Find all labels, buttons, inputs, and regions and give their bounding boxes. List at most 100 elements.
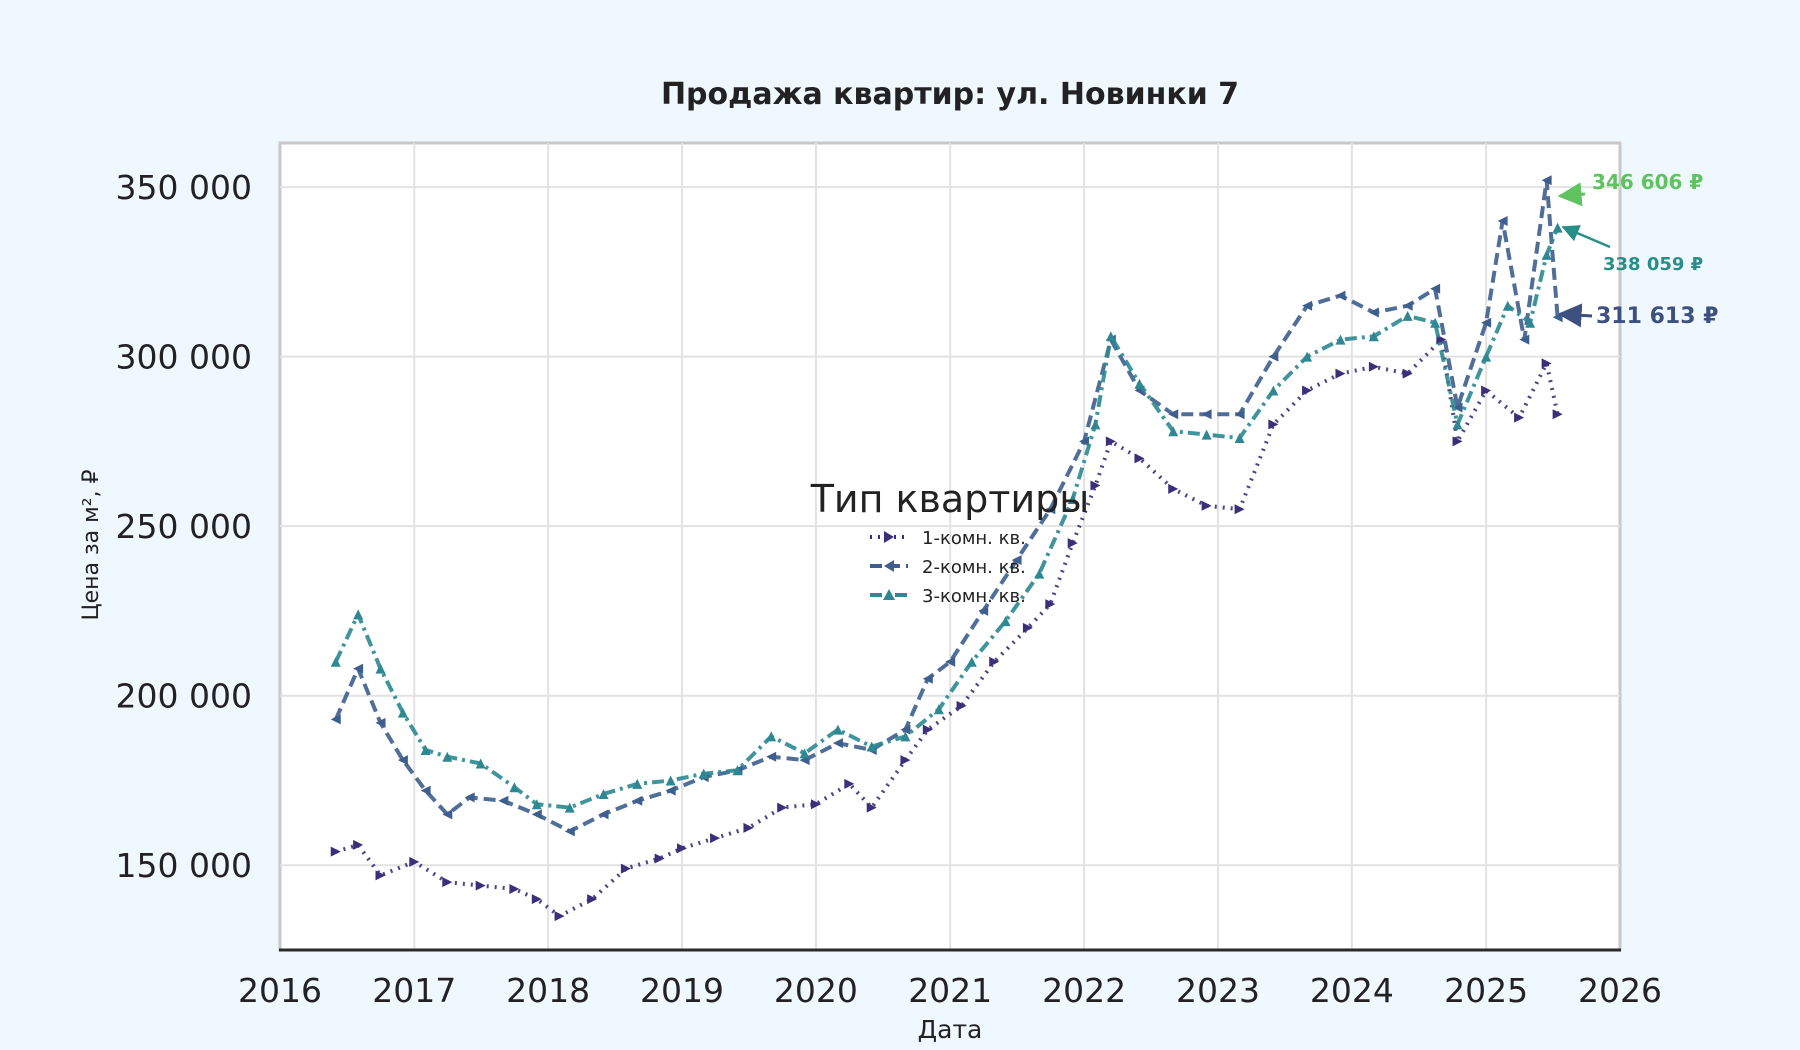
data-point-3-36: [1402, 310, 1413, 321]
data-point-1-12: [654, 853, 665, 864]
data-point-2-5: [420, 785, 431, 796]
data-point-2-24: [1011, 555, 1022, 566]
data-point-1-5: [442, 877, 453, 888]
data-point-2-12: [632, 795, 643, 806]
data-point-1-8: [531, 894, 542, 905]
data-point-3-39: [1481, 351, 1492, 362]
data-point-3-34: [1335, 334, 1346, 345]
data-point-1-10: [587, 894, 598, 905]
data-point-1-43: [1552, 409, 1563, 420]
data-point-3-43: [1552, 222, 1563, 233]
data-point-1-19: [866, 802, 877, 813]
y-tick-label-250000: 250 000: [116, 507, 252, 546]
data-point-1-16: [777, 802, 788, 813]
data-point-2-31: [1234, 409, 1245, 420]
data-point-1-34: [1302, 385, 1313, 396]
grid: [280, 143, 1620, 950]
data-point-1-14: [710, 833, 721, 844]
data-point-1-22: [956, 700, 967, 711]
data-point-2-29: [1168, 409, 1179, 420]
data-point-2-36: [1402, 300, 1413, 311]
series-3: [330, 222, 1563, 813]
data-point-2-3: [375, 717, 386, 728]
data-point-3-3: [375, 663, 386, 674]
data-point-3-5: [420, 744, 431, 755]
annotations: 346 606 ₽ 338 059 ₽ 311 613 ₽: [1557, 170, 1718, 329]
annotation-label-1: 346 606 ₽: [1592, 170, 1703, 194]
data-point-3-19: [866, 741, 877, 752]
data-point-2-35: [1368, 307, 1379, 318]
y-ticks: 150 000 200 000 250 000 300 000 350 000: [116, 168, 252, 885]
data-point-2-13: [665, 785, 676, 796]
data-point-1-3: [375, 870, 386, 881]
chart-title: Продажа квартир: ул. Новинки 7: [661, 77, 1239, 112]
data-point-2-30: [1201, 409, 1212, 420]
data-point-2-40: [1497, 215, 1508, 226]
data-point-1-24: [1022, 622, 1033, 633]
data-point-1-20: [900, 755, 911, 766]
legend-marker-2: [884, 560, 894, 572]
x-ticks: 2016 2017 2018 2019 2020 2021 2022 2023 2024 2025…: [238, 971, 1662, 1010]
data-point-3-38: [1452, 419, 1463, 430]
data-point-1-9: [554, 911, 565, 922]
legend-title: Тип квартиры: [810, 477, 1090, 521]
series-layer: [330, 175, 1563, 922]
data-point-3-23: [1000, 616, 1011, 627]
x-tick-label-2023: 2023: [1176, 971, 1260, 1010]
data-point-2-23: [978, 605, 989, 616]
data-point-1-39: [1452, 436, 1463, 447]
data-point-1-26: [1067, 538, 1078, 549]
data-point-3-33: [1302, 351, 1313, 362]
data-point-3-11: [598, 789, 609, 800]
x-tick-label-2022: 2022: [1042, 971, 1126, 1010]
data-point-1-11: [620, 863, 631, 874]
data-point-3-10: [564, 802, 575, 813]
y-tick-label-300000: 300 000: [116, 338, 252, 377]
data-point-3-8: [509, 782, 520, 793]
data-point-2-22: [945, 656, 956, 667]
data-point-1-37: [1402, 368, 1413, 379]
data-point-2-32: [1268, 351, 1279, 362]
data-point-3-12: [632, 778, 643, 789]
data-point-2-26: [1079, 436, 1090, 447]
data-point-3-40: [1502, 300, 1513, 311]
x-tick-label-2019: 2019: [640, 971, 724, 1010]
series-2: [330, 175, 1563, 837]
data-point-1-13: [677, 843, 688, 854]
data-point-3-26: [1090, 419, 1101, 430]
data-point-2-18: [832, 738, 843, 749]
y-tick-label-200000: 200 000: [116, 677, 252, 716]
data-point-3-13: [665, 775, 676, 786]
data-point-1-1: [330, 846, 341, 857]
data-point-2-8: [498, 795, 509, 806]
data-point-2-1: [330, 714, 341, 725]
data-point-1-33: [1268, 419, 1279, 430]
legend-entry-2: 2-комн. кв.: [870, 557, 1026, 578]
annotation-label-3: 311 613 ₽: [1596, 304, 1718, 329]
data-point-1-15: [743, 822, 754, 833]
x-tick-label-2016: 2016: [238, 971, 322, 1010]
data-point-1-29: [1134, 453, 1145, 464]
legend-entry-3: 3-комн. кв.: [870, 586, 1026, 607]
x-tick-label-2024: 2024: [1310, 971, 1394, 1010]
data-point-2-11: [598, 809, 609, 820]
series-1: [330, 334, 1563, 922]
y-tick-label-350000: 350 000: [116, 168, 252, 207]
data-point-3-9: [531, 799, 542, 810]
annotation-arrow-2: [1561, 225, 1611, 249]
data-point-2-37: [1430, 283, 1441, 294]
data-point-1-28: [1105, 436, 1116, 447]
data-point-3-27: [1105, 331, 1116, 342]
data-point-3-37: [1430, 317, 1441, 328]
legend: Тип квартиры 1-комн. кв. 2-комн. кв. 3-к…: [810, 477, 1090, 607]
data-point-1-4: [409, 856, 420, 867]
y-tick-label-150000: 150 000: [116, 846, 252, 885]
annotation-arrow-3: [1557, 303, 1593, 328]
data-point-2-42: [1541, 175, 1552, 186]
data-point-3-22: [966, 656, 977, 667]
x-tick-label-2026: 2026: [1578, 971, 1662, 1010]
legend-label-2: 2-комн. кв.: [922, 557, 1026, 578]
data-point-2-9: [531, 809, 542, 820]
data-point-3-32: [1268, 385, 1279, 396]
